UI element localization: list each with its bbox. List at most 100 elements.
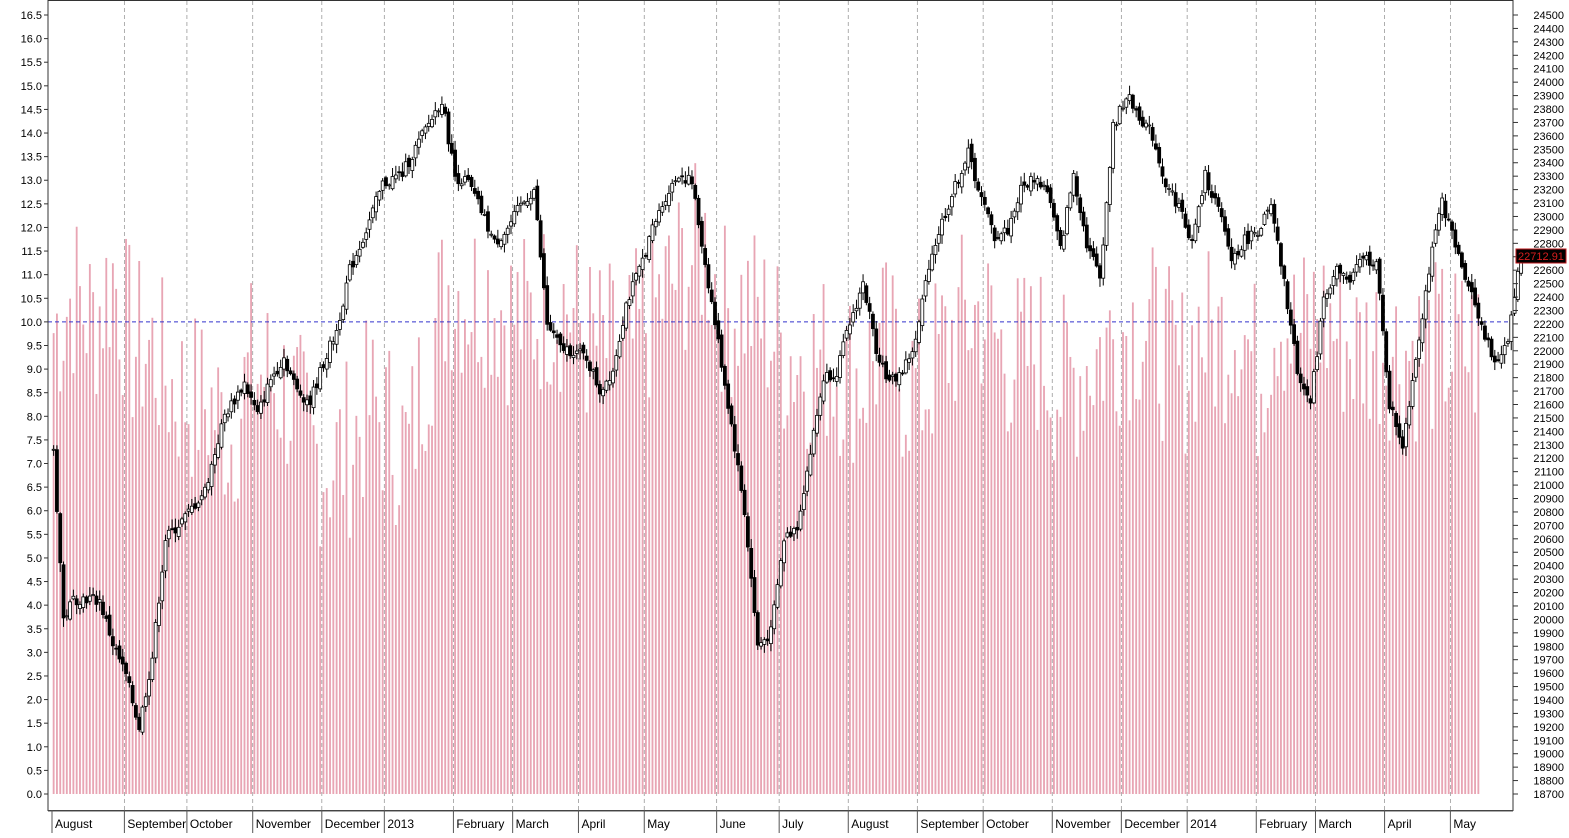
volume-bar (1266, 408, 1269, 794)
volume-bar (1451, 371, 1453, 794)
volume-bar (230, 444, 233, 794)
candle-body (472, 188, 477, 194)
volume-bar (687, 286, 690, 794)
volume-bar (240, 418, 243, 794)
candle-body (667, 193, 671, 206)
candle-body (1404, 423, 1408, 448)
volume-bar (1099, 337, 1101, 794)
volume-bar (1178, 365, 1180, 794)
candle-body (252, 399, 257, 406)
candle-body (433, 110, 438, 118)
right-tick-label: 19000 (1533, 749, 1564, 761)
volume-bar (338, 409, 341, 794)
right-tick-label: 20200 (1533, 588, 1564, 600)
candle-body (469, 176, 474, 188)
volume-bar (1375, 292, 1378, 794)
volume-bar (1013, 379, 1016, 794)
volume-bar (381, 490, 384, 794)
candle-body (574, 350, 579, 354)
volume-bar (1029, 286, 1032, 794)
right-tick-label: 24300 (1533, 37, 1564, 49)
volume-bar (1217, 306, 1220, 794)
candle-body (591, 369, 596, 372)
candle-body (1305, 386, 1310, 396)
candle-body (212, 454, 217, 466)
volume-bar (1237, 396, 1240, 794)
volume-bar (941, 295, 943, 794)
volume-bar (121, 395, 124, 794)
volume-bar (440, 239, 443, 794)
left-tick-label: 10.5 (21, 293, 42, 305)
volume-bar (572, 308, 575, 794)
volume-bar (437, 252, 440, 794)
volume-bar (56, 313, 58, 794)
left-tick-label: 0.5 (27, 765, 42, 777)
volume-bar (927, 409, 930, 794)
candle-body (821, 380, 826, 402)
candle-body (1390, 406, 1395, 411)
volume-bar (299, 334, 302, 794)
volume-bar (974, 304, 976, 794)
volume-bar (733, 328, 736, 794)
candle-body (1144, 122, 1148, 128)
candle-body (1045, 185, 1050, 193)
candle-body (1052, 202, 1056, 218)
volume-bar (829, 380, 832, 794)
right-tick-label: 18800 (1533, 776, 1564, 788)
candle-body (361, 241, 365, 248)
candle-body (94, 595, 99, 605)
candle-body (459, 183, 464, 187)
volume-bar (997, 338, 999, 794)
candle-body (193, 503, 198, 509)
month-label: October (986, 817, 1029, 831)
candle-body (377, 191, 382, 201)
candle-body (272, 373, 276, 377)
candle-body (1364, 255, 1369, 261)
candle-body (946, 208, 951, 215)
candle-body (548, 322, 553, 331)
volume-bar (1447, 387, 1450, 794)
candle-body (604, 380, 609, 391)
candle-body (1446, 218, 1451, 221)
volume-bar (355, 415, 358, 794)
candle-body (1400, 436, 1405, 449)
candle-body (143, 696, 148, 707)
candle-body (1226, 228, 1231, 247)
volume-bar (569, 332, 572, 794)
right-tick-label: 19600 (1533, 668, 1564, 680)
volume-bar (681, 228, 684, 795)
candle-body (64, 615, 69, 618)
candle-body (1232, 252, 1237, 265)
candle-body (538, 220, 543, 258)
volume-bar (674, 289, 677, 794)
volume-bar (1437, 293, 1440, 794)
candle-body (1450, 221, 1454, 231)
candle-body (1190, 238, 1194, 242)
candle-body (87, 595, 92, 602)
candle-body (1423, 290, 1428, 320)
candle-body (1196, 206, 1201, 228)
volume-bar (279, 437, 282, 794)
volume-bar (1280, 341, 1282, 794)
volume-bar (1286, 338, 1289, 794)
volume-bar (174, 421, 177, 794)
volume-bar (434, 318, 437, 794)
volume-bar (500, 310, 503, 794)
candle-body (265, 383, 270, 403)
right-tick-label: 21300 (1533, 440, 1564, 452)
candle-body (101, 601, 105, 616)
candle-body (1397, 423, 1402, 438)
candle-body (841, 341, 846, 356)
volume-bar (1164, 288, 1167, 794)
volume-bar (1418, 296, 1421, 794)
candle-body (1160, 166, 1165, 177)
candle-body (1344, 276, 1349, 280)
candle-body (801, 493, 806, 511)
candle-body (387, 184, 392, 187)
candle-body (295, 378, 300, 390)
right-tick-label: 23700 (1533, 117, 1564, 129)
volume-bar (802, 391, 805, 794)
right-tick-label: 21400 (1533, 426, 1564, 438)
volume-bar (1365, 302, 1368, 794)
candle-body (601, 388, 606, 397)
